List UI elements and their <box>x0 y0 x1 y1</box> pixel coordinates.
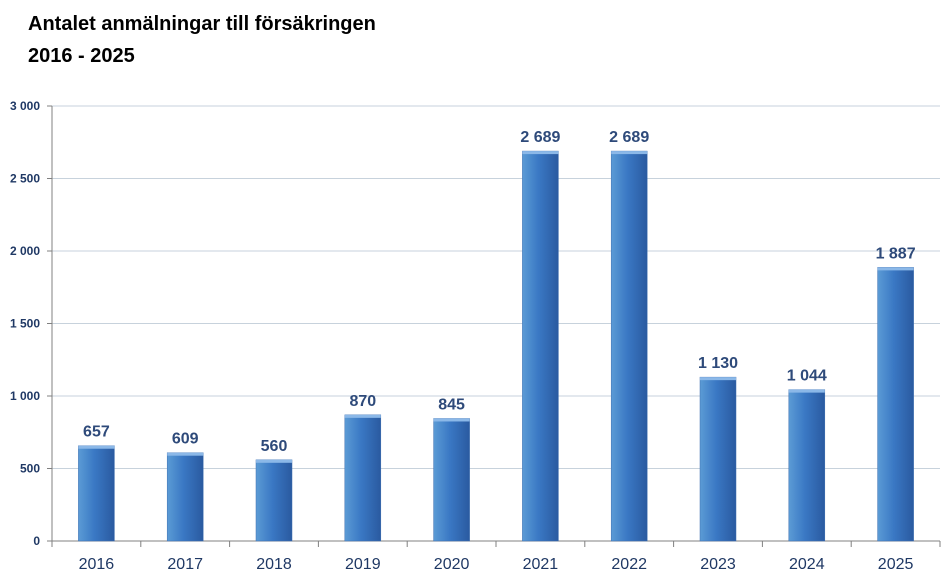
data-label: 560 <box>261 438 288 455</box>
chart-title: Antalet anmälningar till försäkringen 20… <box>28 8 376 72</box>
bar-2017 <box>166 452 204 542</box>
x-tick-label: 2018 <box>256 556 292 572</box>
y-tick-label: 0 <box>33 534 40 548</box>
x-tick-label: 2016 <box>79 556 115 572</box>
data-label: 2 689 <box>520 129 560 146</box>
y-tick-label: 2 500 <box>10 172 40 186</box>
bar-2019 <box>344 414 382 542</box>
chart-title-line-2: 2016 - 2025 <box>28 45 135 67</box>
y-tick-label: 1 500 <box>10 317 40 331</box>
y-tick-label: 3 000 <box>10 99 40 113</box>
bar-cap <box>611 151 648 155</box>
x-tick-label: 2023 <box>700 556 736 572</box>
data-label: 1 130 <box>698 355 738 372</box>
y-tick-label: 500 <box>20 462 40 476</box>
bars <box>78 150 914 542</box>
bar-2021 <box>522 150 559 542</box>
x-tick-label: 2020 <box>434 556 470 572</box>
data-label: 1 887 <box>876 245 916 262</box>
bar-cap <box>256 459 292 463</box>
bar-cap <box>522 151 559 155</box>
bar-cap <box>877 267 914 271</box>
x-tick-label: 2019 <box>345 556 381 572</box>
data-label: 657 <box>83 424 110 441</box>
bar-cap <box>700 377 736 381</box>
x-tick-label: 2025 <box>878 556 914 572</box>
x-tick-label: 2021 <box>523 556 559 572</box>
data-label: 609 <box>172 431 199 448</box>
chart-title-line-1: Antalet anmälningar till försäkringen <box>28 13 376 35</box>
bar-2023 <box>699 376 737 542</box>
bar-cap <box>78 445 115 449</box>
axes: 0 500 1 000 1 500 2 000 2 500 3 000 2016 2017 201… <box>10 99 941 572</box>
bar-2025 <box>877 267 914 542</box>
bar-2018 <box>255 459 293 542</box>
bar-cap <box>167 452 204 456</box>
y-tick-label: 2 000 <box>10 244 40 258</box>
data-label: 2 689 <box>609 129 649 146</box>
x-tick-label: 2024 <box>789 556 825 572</box>
data-label: 870 <box>349 393 376 410</box>
bar-2020 <box>433 418 470 542</box>
data-label: 845 <box>438 396 465 413</box>
data-labels: 657 609 560 870 845 2 689 2 689 1 130 1 044 1 887 <box>83 129 916 455</box>
bar-cap <box>433 418 470 422</box>
x-tick-label: 2022 <box>611 556 647 572</box>
y-tick-label: 1 000 <box>10 389 40 403</box>
bar-2016 <box>78 445 115 542</box>
bar-cap <box>788 389 825 393</box>
x-tick-label: 2017 <box>167 556 203 572</box>
bar-cap <box>344 414 381 418</box>
data-label: 1 044 <box>787 368 827 385</box>
bar-2022 <box>610 150 648 542</box>
bar-2024 <box>788 389 826 542</box>
